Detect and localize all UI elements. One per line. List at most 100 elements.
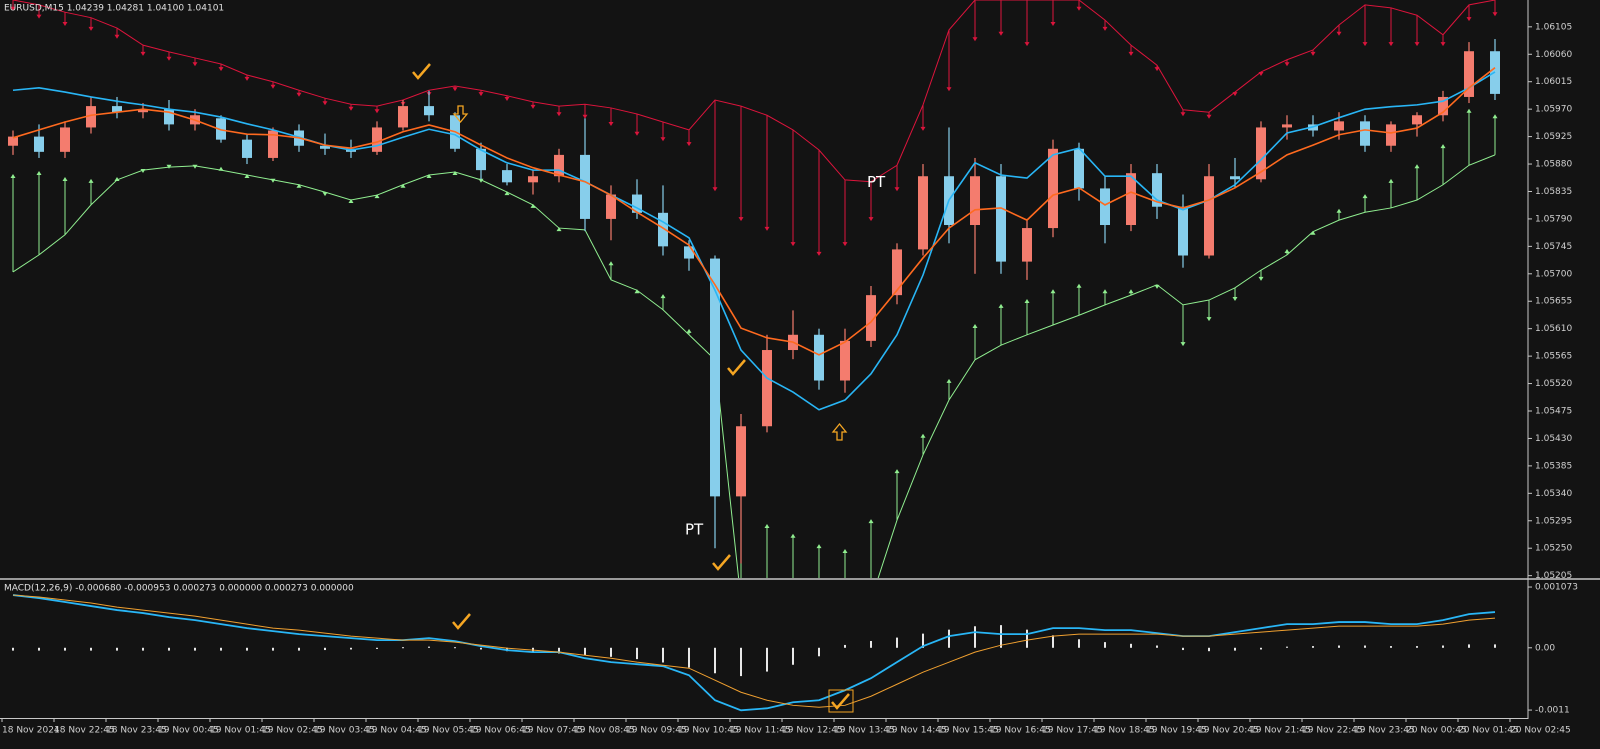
candle-body <box>1438 96 1448 116</box>
candle-body <box>242 139 252 158</box>
band-marker <box>1050 22 1056 27</box>
band-marker <box>1310 230 1316 235</box>
candle-body <box>476 148 486 171</box>
band-marker <box>270 84 276 89</box>
band-marker <box>1232 297 1238 302</box>
y-tick-label: 1.05925 <box>1535 132 1572 142</box>
band-marker <box>946 378 952 383</box>
band-marker <box>764 226 770 231</box>
y-tick-label: 1.05340 <box>1535 489 1572 499</box>
histogram-bar <box>142 647 144 651</box>
check-box <box>828 689 854 713</box>
band-marker <box>10 174 16 179</box>
x-tick-label: 19 Nov 05:45 <box>418 726 479 736</box>
histogram-bar <box>1338 645 1340 648</box>
band-marker <box>1206 114 1212 119</box>
candle-body <box>1204 176 1214 256</box>
band-marker <box>36 14 42 19</box>
band-marker <box>920 126 926 131</box>
check-icon <box>831 693 850 710</box>
histogram-bar <box>714 647 716 674</box>
band-marker <box>634 289 640 294</box>
candle-body <box>1256 127 1266 180</box>
x-tick-label: 19 Nov 11:45 <box>730 726 791 736</box>
histogram-bar <box>1260 647 1262 650</box>
band-marker <box>738 217 744 222</box>
band-marker <box>556 227 562 232</box>
candle-body <box>216 118 226 140</box>
band-marker <box>452 87 458 92</box>
candle-body <box>1386 124 1396 146</box>
histogram-bar <box>1390 646 1392 648</box>
candle-body <box>606 194 616 219</box>
y-tick-label: 1.05880 <box>1535 160 1572 170</box>
histogram-bar <box>1182 647 1184 651</box>
histogram-bar <box>246 647 248 651</box>
histogram-bar <box>688 647 690 668</box>
candle-body <box>762 350 772 427</box>
band-marker <box>452 170 458 175</box>
band-marker <box>1466 108 1472 113</box>
macd-line <box>12 594 1496 712</box>
band-marker <box>608 261 614 266</box>
y-tick-label: 1.05790 <box>1535 214 1572 224</box>
y-tick-label: 0.00 <box>1535 643 1555 653</box>
histogram-bar <box>1416 646 1418 648</box>
band-marker <box>504 191 510 196</box>
band-marker <box>166 56 172 61</box>
candle-body <box>372 127 382 152</box>
x-tick-label: 19 Nov 19:45 <box>1146 726 1207 736</box>
histogram-bar <box>1286 646 1288 648</box>
band-marker <box>1024 42 1030 47</box>
candle-body <box>60 127 70 152</box>
x-tick-label: 19 Nov 06:45 <box>470 726 531 736</box>
band-marker <box>1284 249 1290 254</box>
candle-body <box>1334 121 1344 131</box>
histogram-bar <box>740 647 742 677</box>
macd-panel <box>12 594 1496 712</box>
x-tick-label: 19 Nov 16:45 <box>990 726 1051 736</box>
band-marker <box>842 242 848 247</box>
histogram-bar <box>1468 644 1470 648</box>
candle-body <box>138 109 148 113</box>
band-marker <box>1206 317 1212 322</box>
band-marker <box>686 328 692 333</box>
band-marker <box>10 6 16 11</box>
x-tick-label: 19 Nov 22:45 <box>1302 726 1363 736</box>
y-tick-label: 1.05520 <box>1535 379 1572 389</box>
histogram-bar <box>1156 645 1158 648</box>
check-icon <box>412 63 431 80</box>
annotation: PT <box>685 520 704 538</box>
band-marker <box>348 199 354 204</box>
band-marker <box>322 192 328 197</box>
candle-body <box>710 258 720 497</box>
band-marker <box>998 303 1004 308</box>
band-marker <box>62 177 68 182</box>
candle-body <box>268 130 278 158</box>
band-marker <box>1440 42 1446 47</box>
candle-body <box>1412 115 1422 125</box>
candle-body <box>918 176 928 250</box>
x-tick-label: 19 Nov 15:45 <box>938 726 999 736</box>
candle-body <box>320 145 330 149</box>
histogram-bar <box>168 647 170 651</box>
y-tick-label: 1.05745 <box>1535 242 1572 252</box>
band-marker <box>1128 289 1134 294</box>
band-marker <box>296 183 302 188</box>
histogram-bar <box>922 633 924 648</box>
signal-icons <box>412 63 854 713</box>
candle-body <box>86 106 96 128</box>
band-marker <box>946 87 952 92</box>
y-tick-label: 1.06015 <box>1535 77 1572 87</box>
candle-body <box>164 109 174 125</box>
band-marker <box>374 109 380 114</box>
histogram-bar <box>220 647 222 651</box>
y-tick-label: 1.05295 <box>1535 516 1572 526</box>
histogram-bar <box>662 647 664 663</box>
candle-body <box>554 154 564 177</box>
y-tick-label: 1.05475 <box>1535 407 1572 417</box>
candle-body <box>580 154 590 219</box>
x-tick-label: 20 Nov 02:45 <box>1510 726 1571 736</box>
band-marker <box>1362 42 1368 47</box>
